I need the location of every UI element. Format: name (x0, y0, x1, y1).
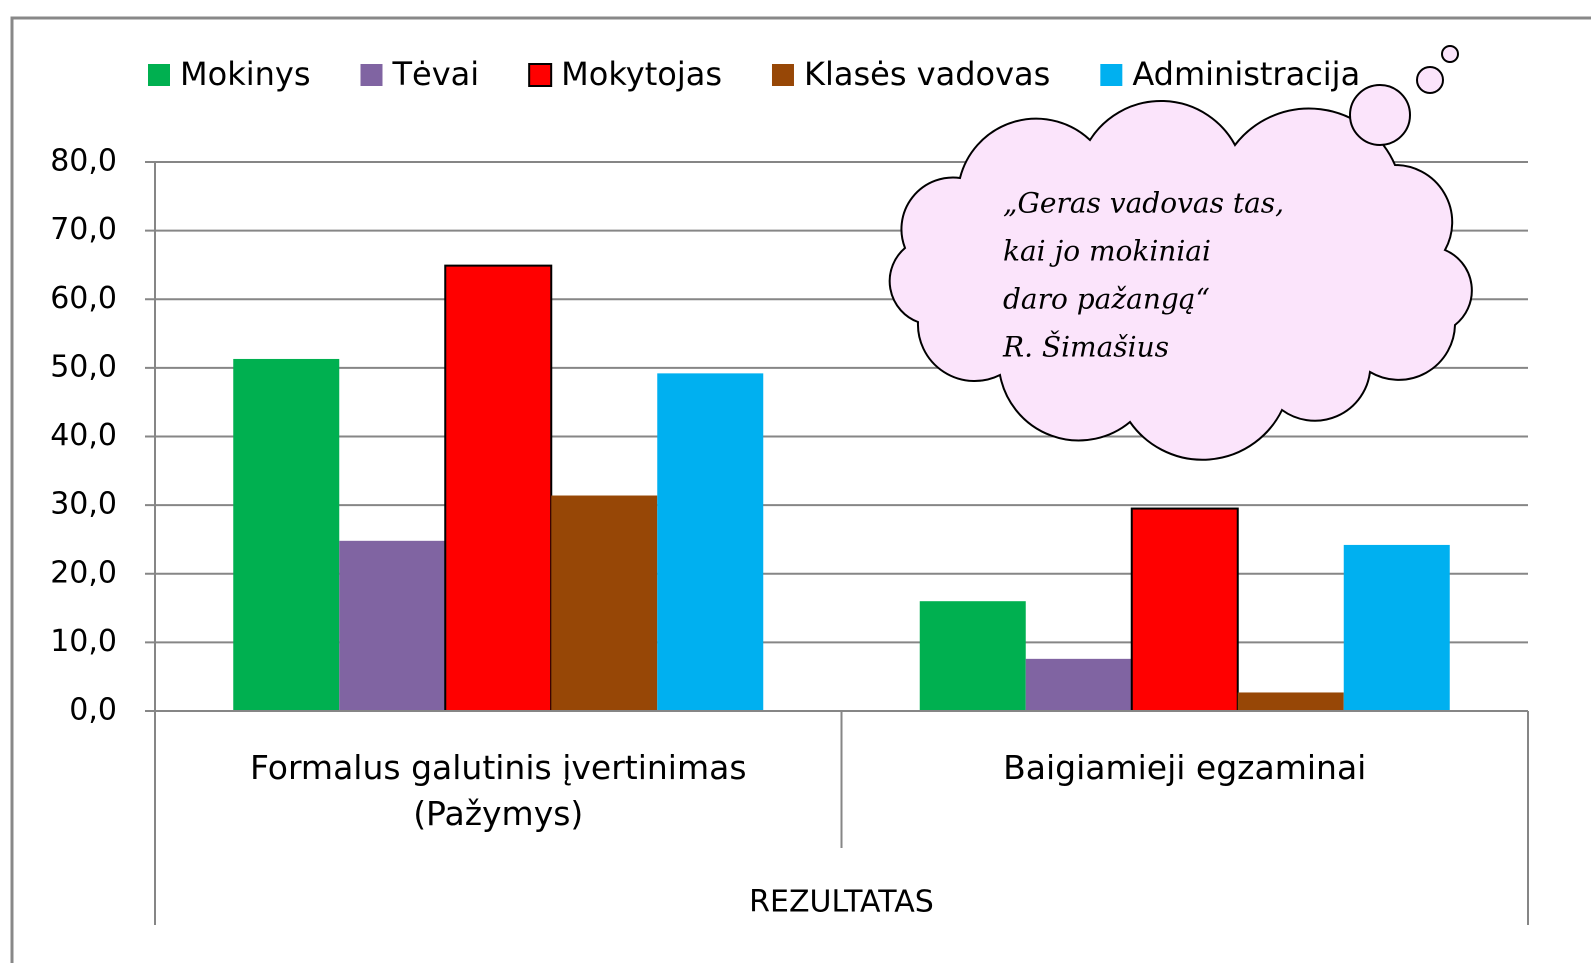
bar (1238, 692, 1344, 711)
bar (1344, 545, 1450, 711)
legend-swatch (772, 64, 794, 86)
legend-swatch (1100, 64, 1122, 86)
legend-label: Mokinys (180, 55, 311, 93)
bar (445, 266, 551, 711)
bar (657, 373, 763, 711)
page: 0,0 10,0 20,0 30,0 40,0 50,0 60,0 70,0 80,0 REZUL… (0, 0, 1591, 963)
group-label: REZULTATAS (749, 885, 934, 920)
callout-text: kai jo mokiniai (1003, 235, 1211, 268)
y-tick-label: 0,0 (69, 693, 117, 728)
legend-label: Tėvai (392, 55, 480, 93)
callout-text: daro pažangą“ (1003, 283, 1210, 316)
y-tick-label: 80,0 (50, 144, 117, 179)
y-tick-label: 50,0 (50, 349, 117, 384)
bar (920, 601, 1026, 711)
cloud-bubble (1417, 67, 1443, 93)
callout-text: „Geras vadovas tas, (1003, 187, 1284, 220)
y-tick-label: 30,0 (50, 487, 117, 522)
cloud-bubble (1442, 46, 1458, 62)
x-tick-label: Baigiamieji egzaminai (895, 745, 1475, 791)
legend-swatch (361, 64, 383, 86)
legend-swatch (529, 64, 551, 86)
callout-text: R. Šimašius (1002, 330, 1169, 364)
legend-label: Klasės vadovas (804, 55, 1050, 93)
y-tick-label: 20,0 (50, 555, 117, 590)
cloud-bubble (1350, 85, 1410, 145)
bar (1132, 509, 1238, 711)
legend-swatch (148, 64, 170, 86)
y-tick-label: 70,0 (50, 212, 117, 247)
legend-label: Administracija (1132, 55, 1360, 93)
bar (1026, 659, 1132, 711)
y-tick-label: 40,0 (50, 418, 117, 453)
y-tick-label: 60,0 (50, 281, 117, 316)
bar (551, 496, 657, 711)
bar (233, 359, 339, 711)
y-tick-label: 10,0 (50, 624, 117, 659)
bar (339, 541, 445, 711)
x-tick-label: Formalus galutinis įvertinimas (Pažymys) (208, 745, 788, 837)
legend-label: Mokytojas (561, 55, 722, 93)
